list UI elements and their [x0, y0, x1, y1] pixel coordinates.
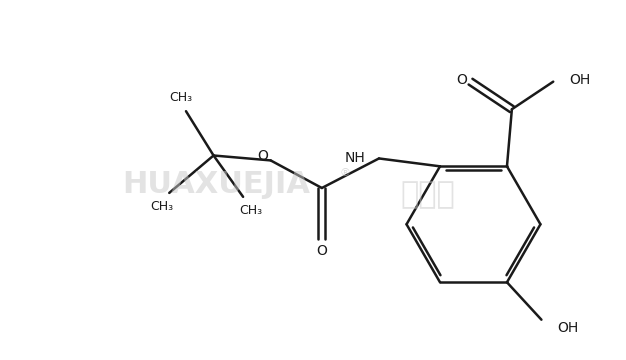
Text: O: O [257, 149, 268, 163]
Text: 化学加: 化学加 [401, 180, 456, 209]
Text: HUAXUEJIA: HUAXUEJIA [123, 170, 310, 199]
Text: CH₃: CH₃ [150, 200, 173, 213]
Text: O: O [316, 244, 327, 258]
Text: OH: OH [557, 320, 578, 334]
Text: CH₃: CH₃ [239, 204, 262, 217]
Text: OH: OH [569, 73, 590, 87]
Text: NH: NH [344, 152, 365, 166]
Text: O: O [456, 73, 467, 87]
Text: CH₃: CH₃ [170, 91, 193, 104]
Text: ®: ® [339, 168, 350, 178]
